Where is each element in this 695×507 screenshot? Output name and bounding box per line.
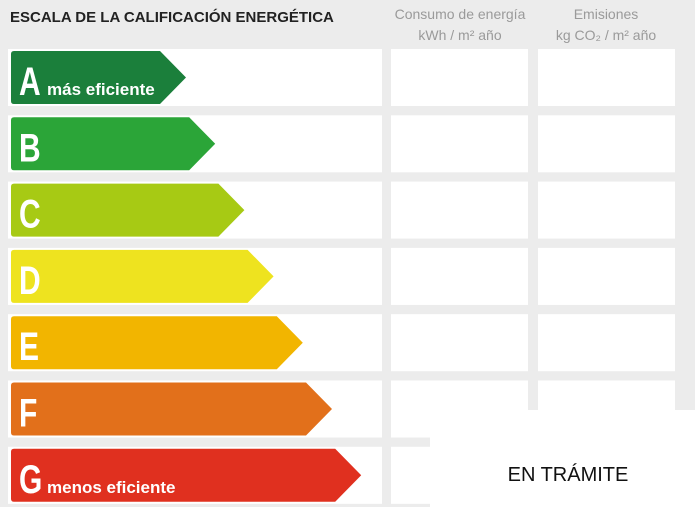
rating-arrow	[11, 382, 332, 436]
rating-arrow	[11, 316, 303, 370]
emissions-cell	[538, 49, 675, 106]
rating-letter: G	[19, 458, 42, 502]
emissions-cell	[538, 247, 675, 305]
rating-label: más eficiente	[47, 80, 155, 99]
column-unit: kg CO₂ / m² año	[556, 27, 657, 43]
rating-label: menos eficiente	[47, 478, 176, 497]
consumption-cell	[391, 49, 528, 106]
title: ESCALA DE LA CALIFICACIÓN ENERGÉTICA	[10, 8, 334, 26]
status: EN TRÁMITE	[508, 463, 629, 486]
consumption-cell	[391, 181, 528, 239]
rating-arrow	[11, 249, 274, 303]
consumption-cell	[391, 115, 528, 173]
emissions-cell	[538, 115, 675, 173]
column-heading: Consumo de energía	[395, 6, 526, 22]
rating-arrow	[11, 117, 216, 171]
rating-letter: D	[19, 259, 41, 303]
rating-letter: B	[19, 126, 41, 170]
rating-letter: F	[19, 391, 37, 435]
rating-letter: C	[19, 193, 41, 237]
status-box	[430, 410, 695, 507]
column-heading: Emisiones	[574, 6, 639, 22]
emissions-cell	[538, 181, 675, 239]
consumption-cell	[391, 314, 528, 372]
consumption-cell	[391, 247, 528, 305]
rating-letter: A	[19, 60, 41, 104]
rating-arrow	[11, 51, 186, 104]
emissions-cell	[538, 314, 675, 372]
rating-arrow	[11, 448, 362, 502]
column-unit: kWh / m² año	[418, 27, 501, 43]
rating-arrow	[11, 183, 245, 237]
rating-letter: E	[19, 325, 39, 369]
